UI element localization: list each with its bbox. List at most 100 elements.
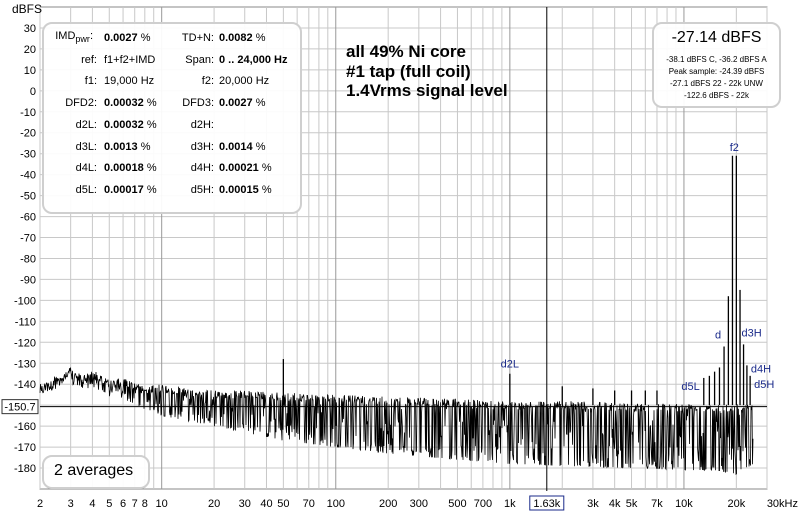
imd-unit: %	[258, 162, 272, 175]
imd-value: 0.0014 %	[219, 140, 266, 153]
y-tick-label: -50	[20, 191, 36, 203]
imd-value: 0.0082 %	[219, 32, 266, 44]
imd-unit: %	[258, 183, 272, 196]
x-tick-label: 8	[142, 498, 148, 510]
imd-label: DFD3:	[182, 97, 214, 110]
imd-unit: Hz	[271, 53, 288, 66]
imd-label: Span:	[185, 53, 214, 66]
imd-value: 0.0027 %	[219, 97, 266, 110]
x-tick-label: 5k	[626, 498, 638, 510]
imd-label: f1:	[84, 75, 97, 88]
cursor[interactable]: 1.63k -150.7	[1, 7, 767, 511]
imd-value: 19,000 Hz	[104, 75, 155, 88]
peak-label-d2l: d2L	[501, 359, 519, 371]
imd-label: d5H:	[190, 183, 214, 196]
x-tick-label: 700	[474, 498, 492, 510]
imd-label: TD+N:	[181, 32, 214, 44]
imd-label: d4H:	[190, 162, 214, 175]
imd-value: 0.0027 %	[104, 32, 151, 44]
spectrum-trace	[39, 155, 754, 476]
peak-labels: d2L d5L d f2 d3H d4H d5H	[501, 142, 775, 393]
level-main-value: -27.14 dBFS	[671, 29, 762, 46]
averages-label: 2 averages	[54, 462, 134, 479]
x-axis-ticks: 2 3 4 5 6 7 8 10 20 30 40 50 70 100 200 300 500 700 1k 3k 4k…	[37, 498, 798, 510]
x-tick-label: 200	[379, 498, 397, 510]
x-tick-label: 500	[448, 498, 466, 510]
y-tick-label: -30	[20, 149, 36, 161]
peak-label-d3h: d3H	[741, 327, 761, 339]
imd-label: d3L:	[75, 140, 97, 153]
y-tick-label: -100	[14, 295, 36, 307]
y-tick-label: -70	[20, 233, 36, 245]
imd-value: f1+f2+IMD	[104, 53, 156, 66]
y-tick-label: -180	[14, 463, 36, 475]
x-tick-label: 3	[68, 498, 74, 510]
y-tick-label: -160	[14, 421, 36, 433]
averages-panel: 2 averages	[42, 455, 150, 489]
imd-unit: %	[143, 118, 157, 131]
note-line-2: #1 tap (full coil)	[346, 61, 471, 81]
imd-label: d2L:	[75, 118, 97, 131]
x-tick-label: 70	[303, 498, 315, 510]
imd-label: d2H:	[190, 118, 214, 131]
imd-value: 0.00032 %	[104, 97, 157, 110]
imd-value: 0.0013 %	[104, 140, 151, 153]
y-tick-label: -80	[20, 253, 36, 265]
y-tick-label: 30	[24, 23, 36, 35]
imd-unit: %	[137, 140, 151, 153]
x-tick-label: 10	[156, 498, 168, 510]
x-tick-label: 4	[89, 498, 95, 510]
x-tick-label: 7	[132, 498, 138, 510]
cursor-x-label: 1.63k	[533, 498, 560, 510]
annotation-note: all 49% Ni core #1 tap (full coil) 1.4Vr…	[346, 42, 508, 101]
x-tick-label: 2	[37, 498, 43, 510]
imd-measurement-panel: IMDpwr: 0.0027 % TD+N: 0.0082 % ref: f1+f2+IM…	[42, 22, 302, 214]
x-tick-label: 7k	[651, 498, 663, 510]
x-tick-label: 50	[277, 498, 289, 510]
imd-value: 0.00017 %	[104, 183, 157, 196]
y-tick-label: -140	[14, 379, 36, 391]
level-readout-panel: -27.14 dBFS -38.1 dBFS C, -36.2 dBFS A P…	[652, 22, 781, 108]
peak-label-f2: f2	[730, 142, 739, 154]
peak-label-d: d	[715, 329, 721, 341]
y-tick-label: -20	[20, 128, 36, 140]
cursor-y-label: -150.7	[4, 402, 35, 414]
imd-unit: %	[137, 32, 151, 44]
y-tick-label: -90	[20, 274, 36, 286]
x-tick-label: 40	[260, 498, 272, 510]
noise-floor-trace	[39, 367, 754, 476]
y-tick-label: -170	[14, 442, 36, 454]
level-line-3: -27.1 dBFS 22 - 22k UNW	[670, 79, 763, 88]
y-tick-label: -110	[15, 316, 36, 328]
imd-label: d5L:	[75, 183, 97, 196]
imd-value: 20,000 Hz	[219, 75, 270, 88]
cursor-x-box	[529, 495, 565, 511]
level-line-2: Peak sample: -24.39 dBFS	[668, 67, 765, 76]
imd-label: d4L:	[75, 162, 97, 175]
imd-label: IMDpwr:	[55, 30, 93, 45]
imd-label: f2:	[201, 75, 214, 88]
note-line-3: 1.4Vrms signal level	[346, 81, 508, 100]
x-tick-label: 3k	[587, 498, 599, 510]
imd-value: 0.00018 %	[104, 162, 157, 175]
imd-label-subscript: pwr	[75, 34, 90, 45]
imd-value: 0.00015 %	[219, 183, 272, 196]
x-tick-label: 1k	[504, 498, 516, 510]
x-tick-label: 10k	[675, 498, 693, 510]
imd-value: 0 .. 24,000 Hz	[219, 53, 288, 66]
level-line-4: -122.6 dBFS - 22k	[684, 91, 749, 100]
imd-value: 0.00032 %	[104, 118, 157, 131]
x-tick-label: 100	[327, 498, 345, 510]
y-tick-label: -10	[20, 107, 36, 119]
x-tick-label: 4k	[609, 498, 621, 510]
x-tick-label: 30	[239, 498, 251, 510]
peak-label-d4h: d4H	[751, 363, 771, 375]
imd-unit: %	[143, 97, 157, 110]
imd-label: ref:	[81, 53, 97, 66]
peak-label-d5h: d5H	[754, 379, 774, 391]
imd-unit: %	[143, 162, 157, 175]
y-axis-label: dBFS	[12, 2, 42, 16]
cursor-y-box	[1, 399, 39, 415]
note-line-1: all 49% Ni core	[346, 42, 467, 61]
y-tick-label: -40	[20, 170, 36, 182]
